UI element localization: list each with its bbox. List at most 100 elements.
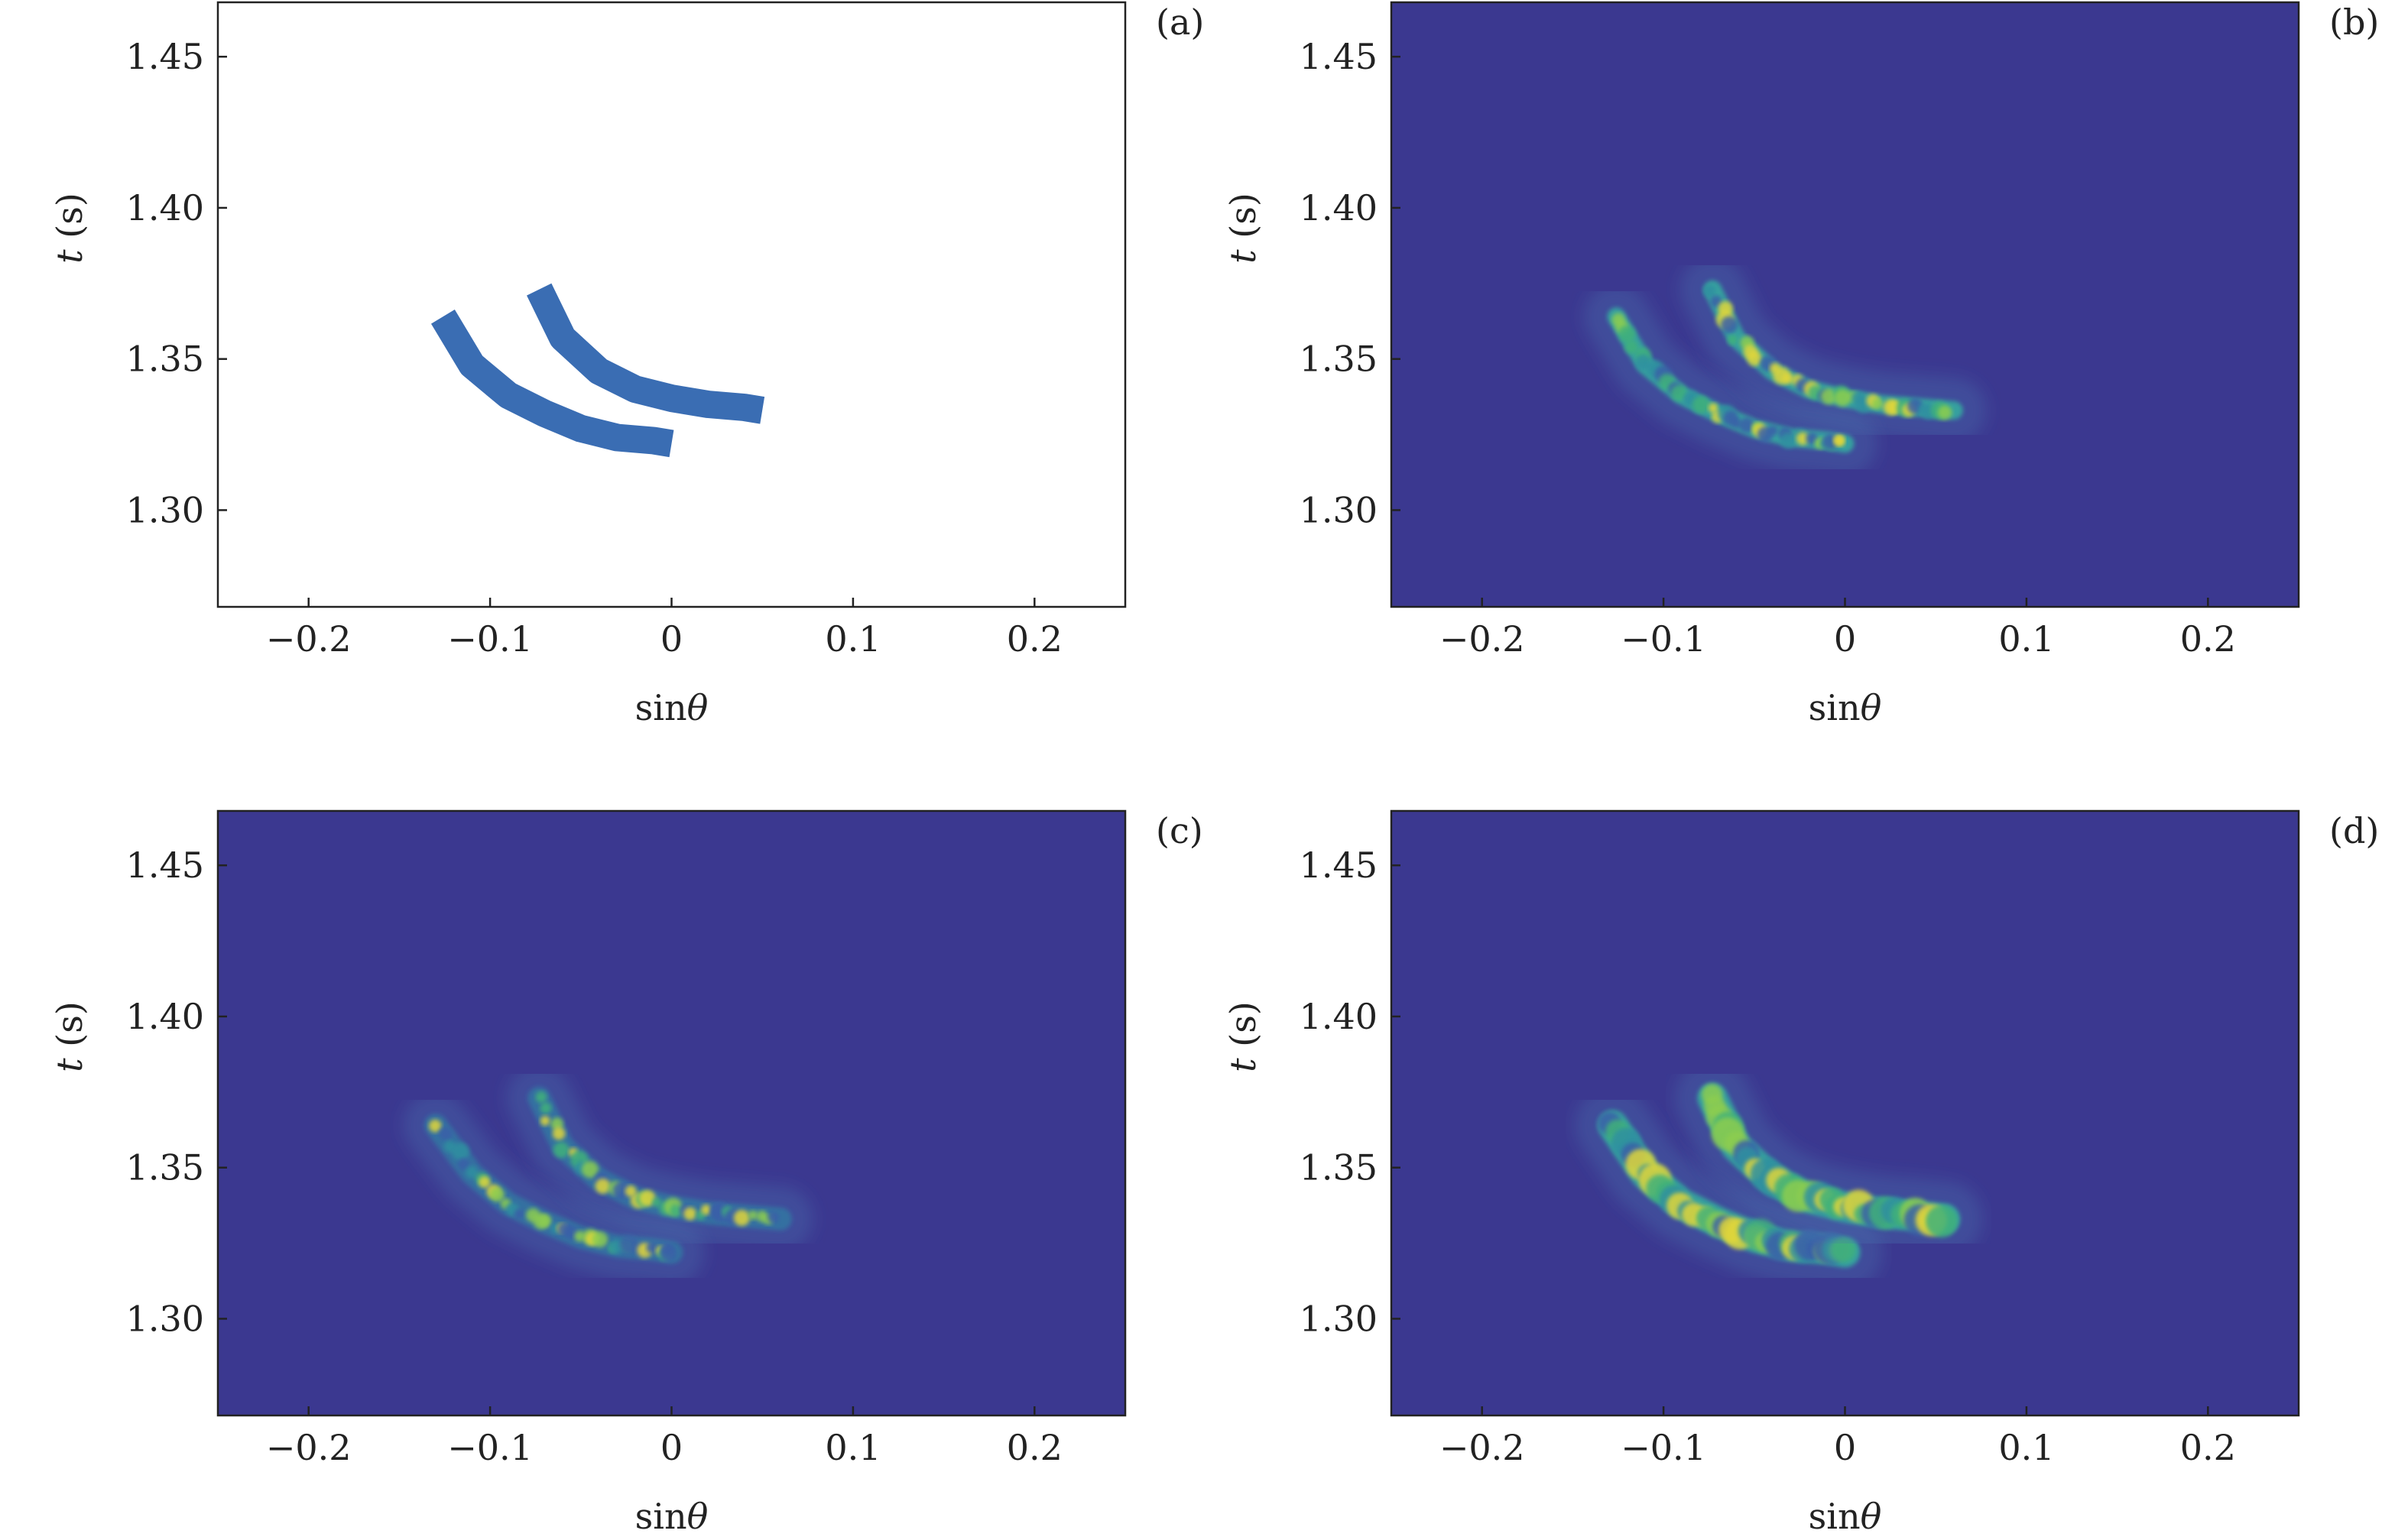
panel-label: (b) bbox=[2329, 2, 2379, 43]
heat-spot bbox=[1618, 326, 1636, 343]
x-tick-label: −0.2 bbox=[266, 618, 352, 660]
heat-spot bbox=[540, 1102, 552, 1114]
heat-spot bbox=[1721, 316, 1738, 334]
heat-spot bbox=[1703, 284, 1716, 297]
heat-spot bbox=[1768, 425, 1779, 436]
panel-label: (a) bbox=[1156, 2, 1204, 43]
heat-spot bbox=[595, 1178, 611, 1194]
heat-spot bbox=[581, 1161, 599, 1179]
heat-spot bbox=[1747, 351, 1763, 366]
x-tick-label: 0.1 bbox=[825, 1427, 881, 1468]
heat-spot bbox=[1796, 432, 1809, 446]
heat-spot bbox=[646, 1242, 657, 1253]
y-tick-label: 1.40 bbox=[126, 996, 204, 1037]
heat-spot bbox=[1708, 403, 1718, 413]
x-tick-label: 0 bbox=[660, 618, 683, 660]
heat-spot bbox=[612, 1182, 631, 1200]
heat-spot bbox=[1834, 389, 1851, 407]
heat-spot bbox=[466, 1166, 479, 1179]
panel-b: −0.2 −0.1 0 0.1 0.2 1.30 1.35 1.40 1.45 sinθ t (s)… bbox=[1222, 1, 2379, 728]
y-tick-label: 1.30 bbox=[1300, 1298, 1378, 1339]
heat-spot bbox=[592, 1231, 608, 1248]
heat-spot bbox=[451, 1142, 469, 1161]
x-axis-label: sinθ bbox=[1809, 687, 1882, 728]
plot-area bbox=[430, 283, 765, 458]
x-axis-label: sinθ bbox=[635, 1496, 709, 1537]
heat-spot bbox=[625, 1185, 637, 1198]
y-axis-label: t (s) bbox=[1222, 1001, 1264, 1072]
x-tick-label: 0.2 bbox=[1007, 618, 1063, 660]
y-axis-label: t (s) bbox=[49, 1001, 90, 1072]
x-tick-label: 0 bbox=[1834, 1427, 1856, 1468]
y-tick-label: 1.40 bbox=[126, 187, 204, 229]
heat-spot bbox=[639, 1190, 656, 1207]
panel-label: (c) bbox=[1156, 810, 1203, 851]
heat-spot bbox=[457, 1158, 470, 1170]
panel-a: −0.2 −0.1 0 0.1 0.2 1.30 1.35 1.40 1.45 sinθ t (s)… bbox=[49, 1, 1204, 728]
y-tick-label: 1.35 bbox=[126, 339, 204, 380]
heat-spot bbox=[1780, 433, 1796, 449]
arc-band-2 bbox=[527, 283, 765, 424]
x-tick-label: −0.2 bbox=[1439, 618, 1525, 660]
heat-spot bbox=[748, 1210, 758, 1220]
heat-spot bbox=[538, 1214, 552, 1227]
heat-spot bbox=[1782, 373, 1793, 384]
x-tick-label: 0 bbox=[660, 1427, 683, 1468]
plot-area bbox=[1574, 1059, 1984, 1291]
x-tick-label: −0.2 bbox=[1439, 1427, 1525, 1468]
x-tick-label: 0.2 bbox=[2180, 1427, 2236, 1468]
heat-spot bbox=[489, 1187, 505, 1202]
heat-spot bbox=[439, 1127, 453, 1140]
heat-spot bbox=[670, 1205, 682, 1218]
y-tick-label: 1.35 bbox=[1300, 1147, 1378, 1188]
heat-spot bbox=[733, 1209, 750, 1227]
plot-background bbox=[218, 811, 1125, 1415]
heat-spot bbox=[552, 1127, 566, 1140]
heat-spot bbox=[1834, 436, 1845, 446]
heat-spot bbox=[514, 1209, 524, 1219]
x-tick-label: 0.1 bbox=[825, 618, 881, 660]
heat-spot bbox=[1731, 418, 1741, 429]
plot-background bbox=[1391, 811, 2299, 1415]
heat-spot bbox=[1727, 335, 1738, 345]
heat-spot bbox=[1624, 340, 1639, 355]
heat-spot bbox=[1635, 354, 1651, 371]
panel-label: (d) bbox=[2329, 810, 2379, 851]
y-tick-label: 1.30 bbox=[1300, 489, 1378, 530]
panel-d: −0.2 −0.1 0 0.1 0.2 1.30 1.35 1.40 1.45 sinθ t (s)… bbox=[1222, 809, 2379, 1537]
heat-spot bbox=[660, 1245, 677, 1262]
heat-spot bbox=[540, 1116, 550, 1126]
x-tick-label: −0.1 bbox=[1621, 1427, 1706, 1468]
x-tick-label: 0.1 bbox=[1998, 618, 2054, 660]
x-tick-label: −0.2 bbox=[266, 1427, 352, 1468]
y-tick-label: 1.35 bbox=[126, 1147, 204, 1188]
heat-spot bbox=[479, 1175, 491, 1188]
heat-spot bbox=[1937, 405, 1952, 420]
x-tick-label: 0.2 bbox=[2180, 618, 2236, 660]
arc-band-1 bbox=[430, 310, 674, 458]
y-axis-label: t (s) bbox=[1222, 193, 1264, 264]
heat-spot bbox=[1692, 396, 1710, 413]
heat-spot bbox=[428, 1119, 442, 1133]
x-tick-label: −0.1 bbox=[447, 618, 533, 660]
heat-spot bbox=[1738, 417, 1755, 433]
y-tick-label: 1.40 bbox=[1300, 996, 1378, 1037]
plot-area bbox=[1583, 256, 1987, 477]
y-tick-label: 1.45 bbox=[1300, 36, 1378, 77]
heat-spot bbox=[574, 1231, 586, 1242]
heat-spot bbox=[1925, 1205, 1958, 1237]
plot-background bbox=[218, 2, 1125, 607]
y-tick-label: 1.30 bbox=[126, 1298, 204, 1339]
heat-spot bbox=[683, 1207, 697, 1221]
heat-spot bbox=[535, 1091, 547, 1103]
plot-background bbox=[1391, 2, 2299, 607]
x-tick-label: 0 bbox=[1834, 618, 1856, 660]
x-axis-label: sinθ bbox=[635, 687, 709, 728]
x-tick-label: −0.1 bbox=[447, 1427, 533, 1468]
plot-area bbox=[402, 1065, 813, 1286]
heat-spot bbox=[1871, 398, 1884, 410]
y-tick-label: 1.45 bbox=[126, 845, 204, 886]
heat-spot bbox=[1670, 384, 1687, 401]
heat-spot bbox=[651, 1197, 662, 1208]
